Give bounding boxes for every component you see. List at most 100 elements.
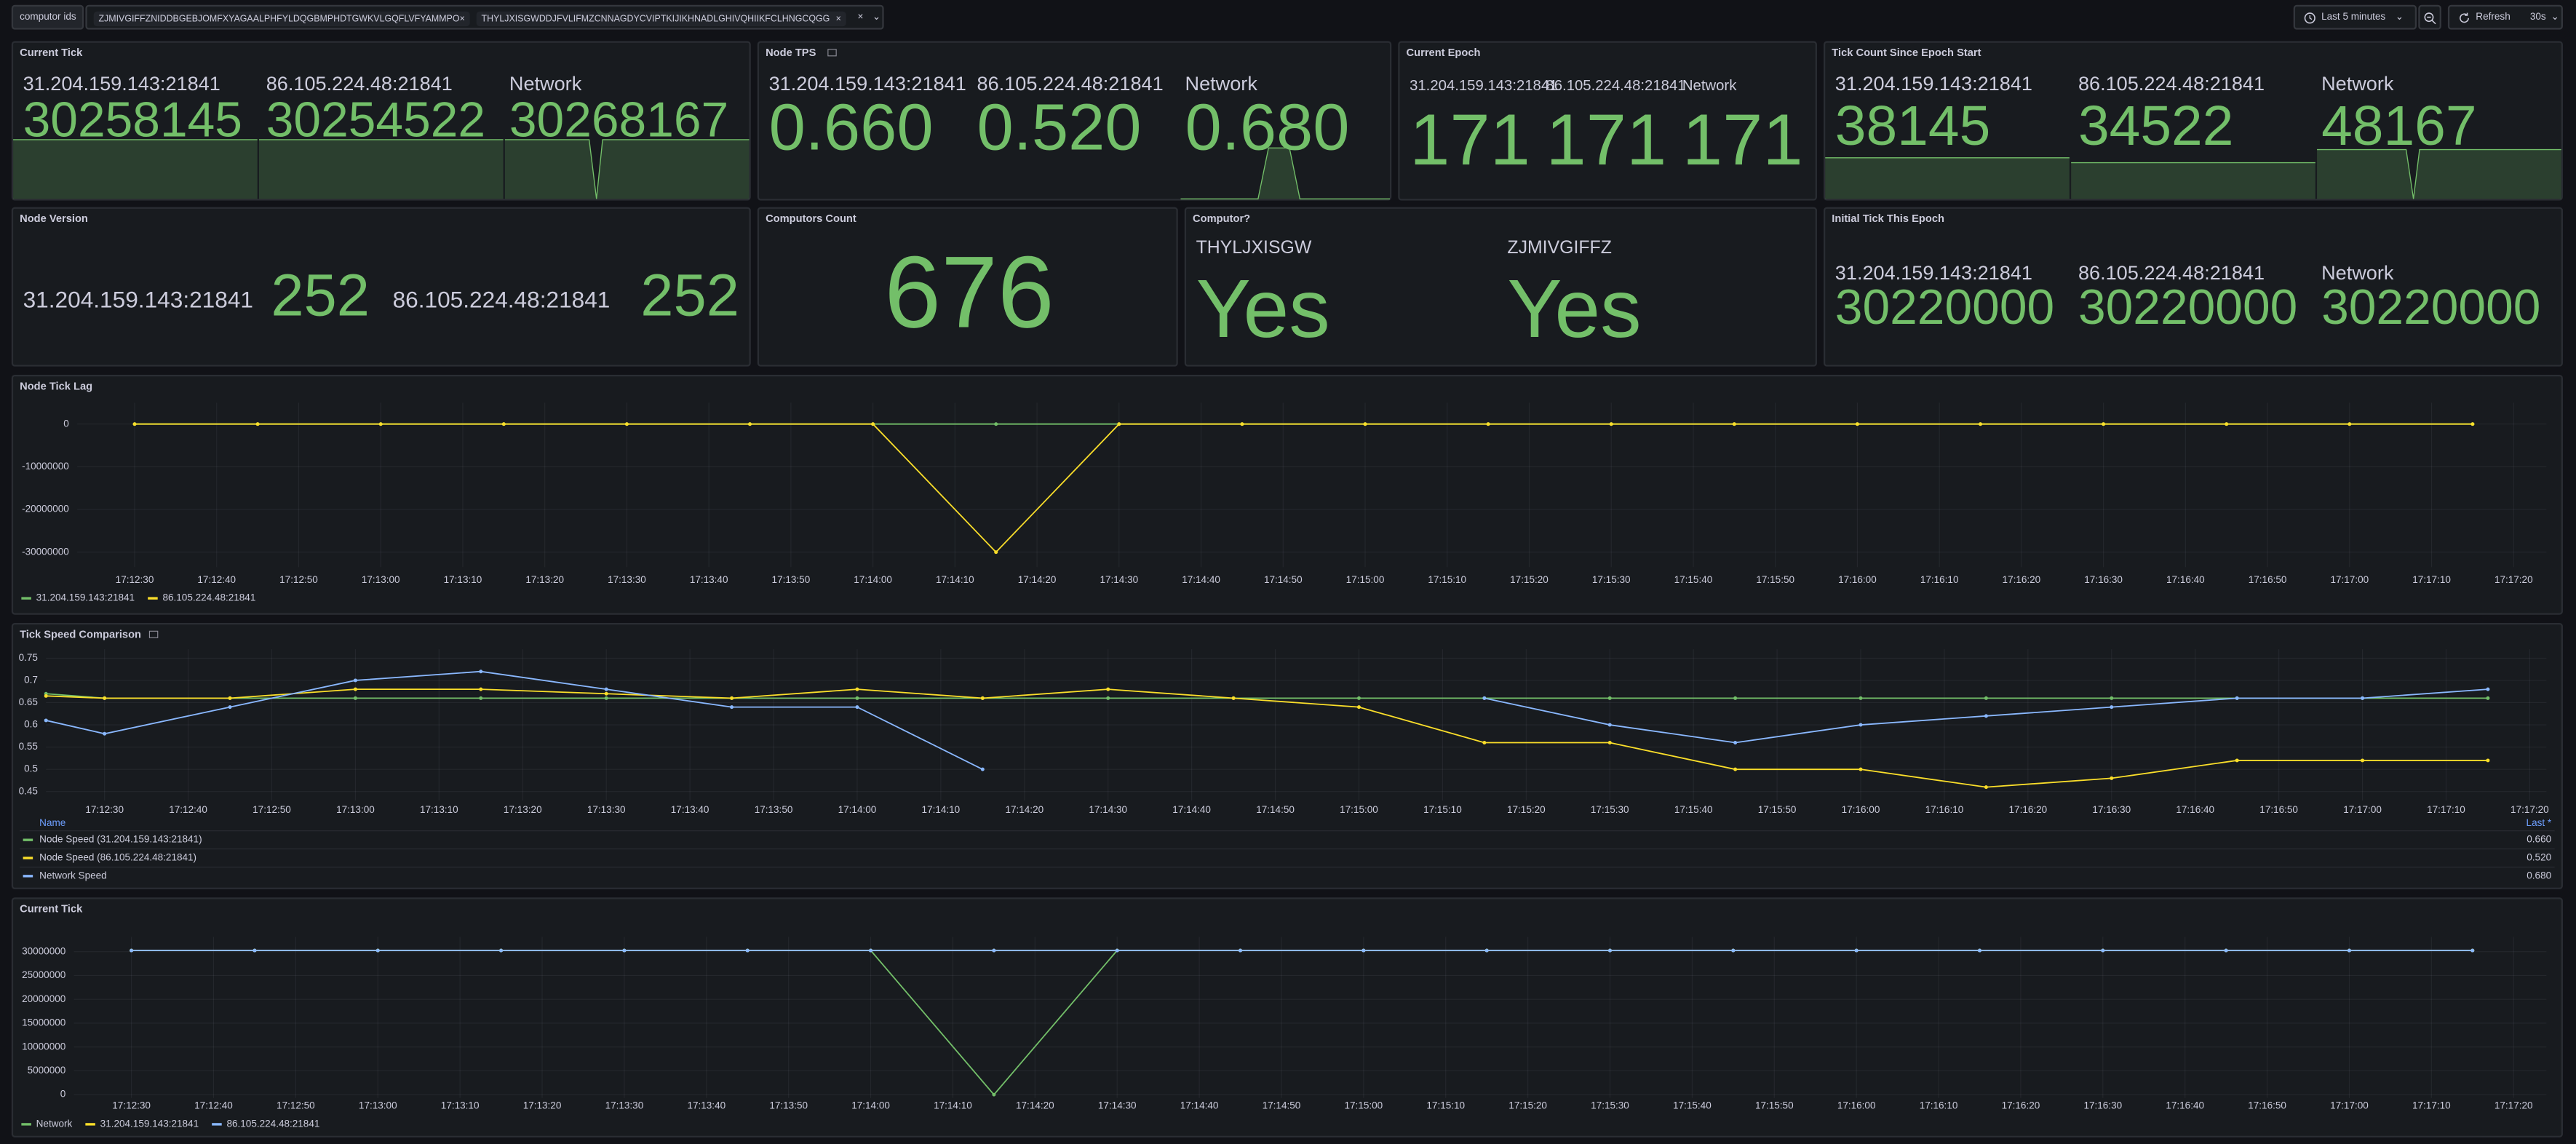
sparkline xyxy=(2317,148,2561,199)
refresh-icon xyxy=(2460,12,2469,23)
x-tick-label: 17:12:30 xyxy=(112,1100,151,1111)
x-tick-label: 17:13:30 xyxy=(587,804,626,815)
x-tick-label: 17:16:00 xyxy=(1838,574,1877,585)
x-tick-label: 17:15:10 xyxy=(1426,1100,1465,1111)
stat-label: 86.105.224.48:21841 xyxy=(2078,72,2265,95)
x-tick-label: 17:14:10 xyxy=(922,804,961,815)
x-tick-label: 17:14:50 xyxy=(1256,804,1295,815)
x-tick-label: 17:12:40 xyxy=(194,1100,233,1111)
data-point xyxy=(745,948,750,953)
x-tick-label: 17:17:20 xyxy=(2494,1100,2533,1111)
dropdown-icon[interactable]: ⌄ xyxy=(872,13,881,23)
x-tick-label: 17:13:40 xyxy=(690,574,728,585)
variable-select[interactable]: × ⌄ ZJMIVGIFFZNIDDBGEBJOMFXYAGAALPHFYLDQ… xyxy=(85,4,884,30)
data-point xyxy=(228,696,232,700)
data-point xyxy=(992,1092,996,1097)
data-point xyxy=(2347,948,2351,953)
x-tick-label: 17:17:10 xyxy=(2427,804,2465,815)
stat-value: 676 xyxy=(884,236,1054,350)
x-tick-label: 17:15:00 xyxy=(1345,1100,1383,1111)
stat-value: 252 xyxy=(640,261,739,330)
x-tick-label: 17:16:10 xyxy=(1920,1100,1958,1111)
variable-chip[interactable]: THYLJXISGWDDJFVLIFMZCNNAGDYCVIPTKIJIKHNA… xyxy=(476,11,846,27)
clear-icon[interactable]: × xyxy=(857,13,864,23)
x-tick-label: 17:14:20 xyxy=(1005,804,1043,815)
data-point xyxy=(2225,422,2229,426)
data-point xyxy=(2110,776,2114,780)
data-point xyxy=(2486,687,2490,691)
stat-panel: Current Epoch 31.204.159.143:21841 171 86.1… xyxy=(1398,41,1817,201)
x-tick-label: 17:13:20 xyxy=(525,574,564,585)
x-tick-label: 17:17:10 xyxy=(2412,574,2451,585)
x-tick-label: 17:16:50 xyxy=(2248,1100,2286,1111)
x-tick-label: 17:12:30 xyxy=(116,574,154,585)
y-tick-label: -30000000 xyxy=(22,546,69,557)
data-point xyxy=(2102,422,2106,426)
stat-value: 30220000 xyxy=(2078,281,2298,335)
data-point xyxy=(353,696,357,700)
stat-value: 0.520 xyxy=(977,92,1142,164)
x-tick-label: 17:14:40 xyxy=(1182,574,1220,585)
data-point xyxy=(228,705,232,710)
data-point xyxy=(1357,705,1361,710)
x-tick-label: 17:15:40 xyxy=(1674,804,1713,815)
x-tick-label: 17:15:20 xyxy=(1510,574,1549,585)
data-point xyxy=(2110,705,2114,710)
x-tick-label: 17:14:00 xyxy=(854,574,892,585)
zoom-icon xyxy=(2424,12,2436,24)
stat-value: 0.680 xyxy=(1185,92,1350,164)
data-point xyxy=(353,687,357,691)
stat-panel: Computors Count 676 xyxy=(757,207,1178,367)
stat-panel: Tick Count Since Epoch Start 31.204.159.1… xyxy=(1824,41,2563,201)
refresh-label: Refresh xyxy=(2476,12,2511,23)
data-point xyxy=(871,422,875,426)
stat-label: ZJMIVGIFFZ xyxy=(1507,238,1612,258)
data-point xyxy=(730,705,734,710)
data-point xyxy=(1239,948,1243,953)
data-point xyxy=(1859,767,1863,771)
data-point xyxy=(1854,948,1859,953)
y-tick-label: 0.65 xyxy=(19,696,38,707)
data-point xyxy=(1859,696,1863,700)
variable-chip[interactable]: ZJMIVGIFFZNIDDBGEBJOMFXYAGAALPHFYLDQGBMP… xyxy=(93,11,470,27)
x-tick-label: 17:16:40 xyxy=(2176,804,2214,815)
y-tick-label: -10000000 xyxy=(22,461,69,472)
panel-title: Computors Count xyxy=(766,213,856,226)
stat-panel: Node TPS 31.204.159.143:21841 0.660 86.105.… xyxy=(757,41,1392,201)
stat-value: 252 xyxy=(271,261,370,330)
x-tick-label: 17:15:10 xyxy=(1423,804,1462,815)
data-point xyxy=(2110,696,2114,700)
stat-panel: Node Version 31.204.159.143:21841 252 86.10… xyxy=(11,207,751,367)
zoom-out[interactable] xyxy=(2418,4,2441,30)
stat-label: Network xyxy=(1682,77,1737,94)
stat-value: 171 xyxy=(1682,100,1803,181)
chart-panel: Tick Speed Comparison xyxy=(11,623,2563,889)
y-tick-label: 15000000 xyxy=(22,1017,65,1028)
stat-panel: Initial Tick This Epoch 31.204.159.143:21… xyxy=(1824,207,2563,367)
x-tick-label: 17:13:20 xyxy=(504,804,542,815)
x-tick-label: 17:13:10 xyxy=(420,804,458,815)
x-tick-label: 17:13:30 xyxy=(608,574,646,585)
x-tick-label: 17:13:00 xyxy=(359,1100,397,1111)
x-tick-label: 17:13:30 xyxy=(605,1100,644,1111)
stat-value: 30220000 xyxy=(2321,281,2541,335)
data-point xyxy=(992,948,996,953)
data-point xyxy=(855,705,859,710)
data-point xyxy=(1482,741,1487,744)
x-tick-label: 17:16:30 xyxy=(2092,804,2131,815)
panel-title: Computor? xyxy=(1193,213,1251,226)
legend-name: 31.204.159.143:21841 xyxy=(36,592,135,603)
refresh-picker[interactable]: Refresh 30s ⌄ xyxy=(2447,4,2563,30)
data-point xyxy=(994,550,998,555)
time-picker[interactable]: Last 5 minutes ⌄ xyxy=(2293,4,2417,30)
y-tick-label: 0.45 xyxy=(19,785,38,796)
x-tick-label: 17:14:50 xyxy=(1264,574,1303,585)
stat-label: Network xyxy=(2321,261,2394,285)
series-line xyxy=(46,693,2488,699)
x-tick-label: 17:15:50 xyxy=(1755,1100,1794,1111)
data-point xyxy=(1733,767,1738,771)
legend-name: Network Speed xyxy=(39,870,106,881)
data-point xyxy=(1363,422,1367,426)
legend-name: Node Speed (31.204.159.143:21841) xyxy=(39,834,202,845)
stat-label: 31.204.159.143:21841 xyxy=(768,72,966,95)
